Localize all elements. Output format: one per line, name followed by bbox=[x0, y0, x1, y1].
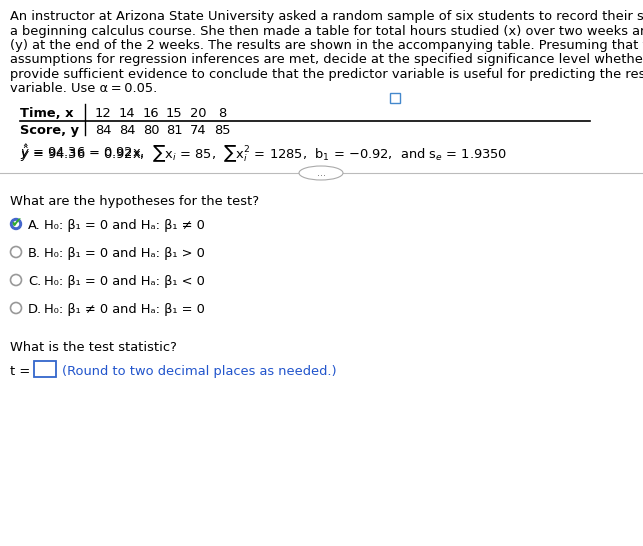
Text: 12: 12 bbox=[95, 107, 111, 120]
Text: H₀: β₁ = 0 and Hₐ: β₁ > 0: H₀: β₁ = 0 and Hₐ: β₁ > 0 bbox=[44, 247, 205, 260]
FancyBboxPatch shape bbox=[34, 361, 56, 377]
Text: 84: 84 bbox=[119, 124, 135, 137]
Text: Time, x: Time, x bbox=[20, 107, 73, 120]
Text: provide sufficient evidence to conclude that the predictor variable is useful fo: provide sufficient evidence to conclude … bbox=[10, 68, 643, 81]
Text: t =: t = bbox=[10, 365, 34, 378]
Text: 85: 85 bbox=[213, 124, 230, 137]
Text: 8: 8 bbox=[218, 107, 226, 120]
Text: 14: 14 bbox=[119, 107, 135, 120]
Text: What is the test statistic?: What is the test statistic? bbox=[10, 341, 177, 354]
Text: 80: 80 bbox=[143, 124, 159, 137]
Text: H₀: β₁ ≠ 0 and Hₐ: β₁ = 0: H₀: β₁ ≠ 0 and Hₐ: β₁ = 0 bbox=[44, 303, 205, 316]
Circle shape bbox=[10, 218, 21, 229]
Text: What are the hypotheses for the test?: What are the hypotheses for the test? bbox=[10, 195, 259, 208]
Text: 74: 74 bbox=[190, 124, 206, 137]
FancyBboxPatch shape bbox=[390, 93, 400, 103]
Text: 81: 81 bbox=[166, 124, 183, 137]
Text: H₀: β₁ = 0 and Hₐ: β₁ < 0: H₀: β₁ = 0 and Hₐ: β₁ < 0 bbox=[44, 275, 205, 288]
Text: 15: 15 bbox=[166, 107, 183, 120]
Ellipse shape bbox=[299, 166, 343, 180]
Text: A.: A. bbox=[28, 219, 41, 232]
Text: assumptions for regression inferences are met, decide at the specified significa: assumptions for regression inferences ar… bbox=[10, 54, 643, 67]
Text: variable. Use α = 0.05.: variable. Use α = 0.05. bbox=[10, 82, 158, 96]
Text: An instructor at Arizona State University asked a random sample of six students : An instructor at Arizona State Universit… bbox=[10, 10, 643, 23]
Text: (Round to two decimal places as needed.): (Round to two decimal places as needed.) bbox=[62, 365, 337, 378]
Text: a beginning calculus course. She then made a table for total hours studied (x) o: a beginning calculus course. She then ma… bbox=[10, 25, 643, 38]
Text: H₀: β₁ = 0 and Hₐ: β₁ ≠ 0: H₀: β₁ = 0 and Hₐ: β₁ ≠ 0 bbox=[44, 219, 205, 232]
Text: D.: D. bbox=[28, 303, 42, 316]
Text: 84: 84 bbox=[95, 124, 111, 137]
Text: ✔: ✔ bbox=[10, 216, 22, 230]
Text: $\hat{y}$ = 94.36 − 0.92x,  $\sum$x$_i$ = 85,  $\sum$x$_i^2$ = 1285,  b$_1$ = −0: $\hat{y}$ = 94.36 − 0.92x, $\sum$x$_i$ =… bbox=[20, 143, 507, 164]
Text: (y) at the end of the 2 weeks. The results are shown in the accompanying table. : (y) at the end of the 2 weeks. The resul… bbox=[10, 39, 643, 52]
Circle shape bbox=[14, 222, 19, 227]
Text: 16: 16 bbox=[143, 107, 159, 120]
Text: 20: 20 bbox=[190, 107, 206, 120]
Text: Score, y: Score, y bbox=[20, 124, 79, 137]
Text: B.: B. bbox=[28, 247, 41, 260]
Text: C.: C. bbox=[28, 275, 41, 288]
Text: ...: ... bbox=[316, 169, 325, 177]
Text: $\hat{y}$ = 94.36 − 0.92x,: $\hat{y}$ = 94.36 − 0.92x, bbox=[20, 143, 146, 162]
